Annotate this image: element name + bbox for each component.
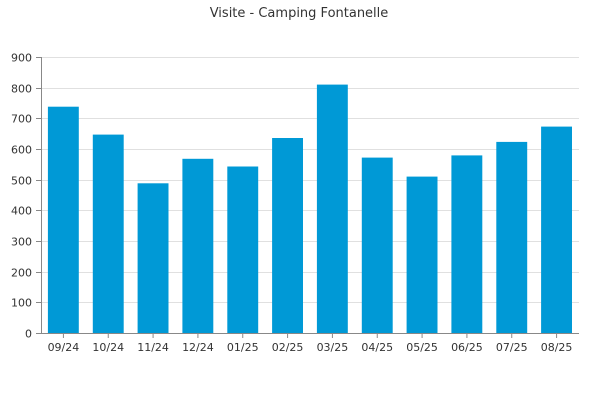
y-tick-label: 0 xyxy=(25,328,32,341)
y-tick-label: 600 xyxy=(11,144,32,157)
y-tick-label: 300 xyxy=(11,236,32,249)
x-tick-label: 09/24 xyxy=(48,341,80,354)
x-tick-label: 10/24 xyxy=(92,341,124,354)
bar-01-25[interactable] xyxy=(227,166,259,334)
x-tick-label: 12/24 xyxy=(182,341,214,354)
y-tick-label: 900 xyxy=(11,52,32,65)
chart-title: Visite - Camping Fontanelle xyxy=(210,6,389,21)
y-tick-label: 100 xyxy=(11,297,32,310)
bar-09-24[interactable] xyxy=(47,106,79,333)
bar-04-25[interactable] xyxy=(361,157,393,333)
x-tick-label: 02/25 xyxy=(272,341,304,354)
bars xyxy=(47,84,572,334)
bar-12-24[interactable] xyxy=(182,158,214,333)
y-tick-label: 800 xyxy=(11,83,32,96)
y-tick-label: 200 xyxy=(11,267,32,280)
bar-07-25[interactable] xyxy=(496,141,528,333)
x-tick-label: 03/25 xyxy=(317,341,349,354)
bar-03-25[interactable] xyxy=(316,84,348,333)
gridlines xyxy=(41,57,579,303)
x-tick-label: 05/25 xyxy=(406,341,438,354)
x-tick-label: 08/25 xyxy=(541,341,573,354)
bar-02-25[interactable] xyxy=(272,138,303,333)
y-tick-label: 500 xyxy=(11,175,32,188)
bar-10-24[interactable] xyxy=(92,134,124,333)
x-tick-label: 04/25 xyxy=(361,341,393,354)
bar-05-25[interactable] xyxy=(406,176,438,333)
x-tick-label: 06/25 xyxy=(451,341,483,354)
x-tick-label: 07/25 xyxy=(496,341,528,354)
bar-06-25[interactable] xyxy=(451,155,483,333)
x-tick-label: 11/24 xyxy=(137,341,169,354)
bar-11-24[interactable] xyxy=(137,183,169,333)
bar-08-25[interactable] xyxy=(541,126,572,333)
x-axis-ticks: 09/24 10/24 11/24 12/24 01/25 02/25 03/25 04/25… xyxy=(48,333,573,354)
x-tick-label: 01/25 xyxy=(227,341,259,354)
y-tick-label: 700 xyxy=(11,113,32,126)
axes xyxy=(41,57,579,334)
y-tick-label: 400 xyxy=(11,205,32,218)
y-axis-ticks: 0 100 200 300 400 500 600 700 800 900 xyxy=(11,52,41,341)
